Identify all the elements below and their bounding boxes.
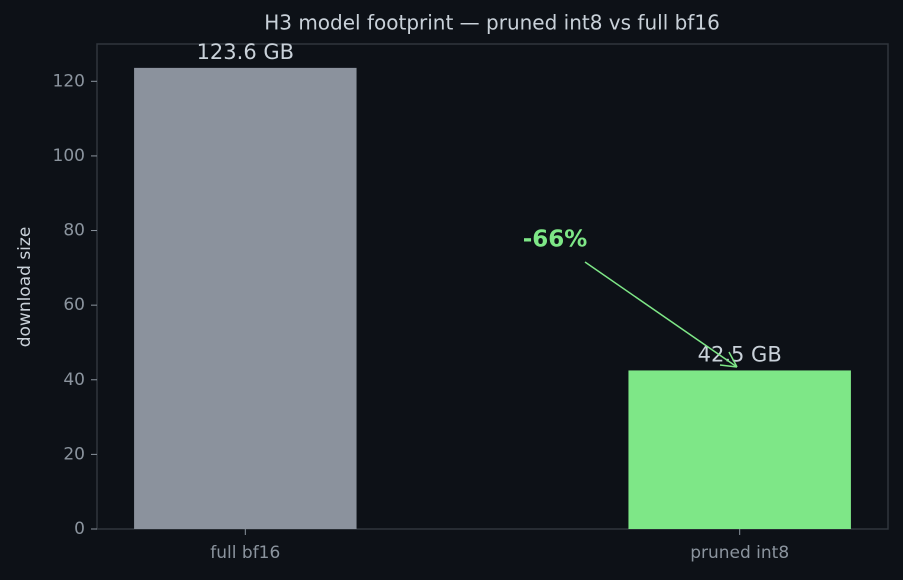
y-tick-label: 40	[63, 370, 85, 390]
annotation-arrow	[584, 261, 738, 368]
bar	[134, 67, 357, 529]
x-tick-label: pruned int8	[690, 543, 789, 563]
y-axis-label: download size	[15, 227, 35, 348]
chart-title: H3 model footprint — pruned int8 vs full…	[264, 11, 720, 35]
y-tick-label: 20	[63, 444, 85, 464]
plot-frame	[96, 43, 889, 530]
y-tick-label: 120	[53, 71, 85, 91]
annotation-arrowhead	[719, 351, 738, 368]
value-label: 123.6 GB	[197, 40, 294, 64]
bar	[628, 370, 851, 529]
y-tick-label: 60	[63, 295, 85, 315]
annotation: -66%	[523, 227, 588, 253]
y-tick-label: 0	[74, 519, 85, 539]
x-tick-label: full bf16	[210, 543, 280, 563]
y-tick-label: 100	[53, 146, 85, 166]
y-tick-label: 80	[63, 221, 85, 241]
value-label: 42.5 GB	[698, 342, 782, 366]
